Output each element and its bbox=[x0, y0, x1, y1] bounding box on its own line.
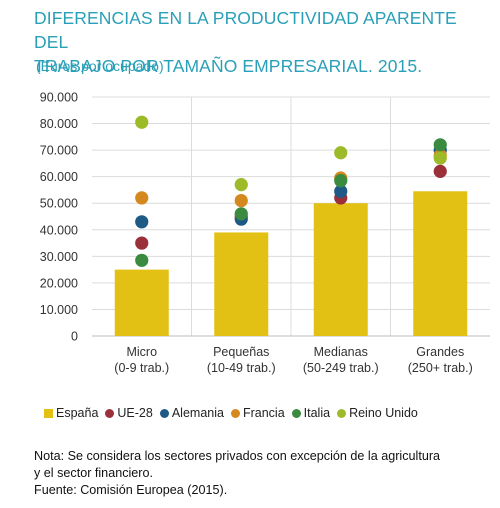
legend-label: Alemania bbox=[171, 406, 224, 420]
y-tick-label: 0 bbox=[71, 330, 78, 344]
y-tick-label: 10.000 bbox=[40, 303, 78, 317]
legend-item: Francia bbox=[230, 406, 285, 420]
bar-espana bbox=[214, 232, 269, 336]
legend-label: Francia bbox=[242, 406, 285, 420]
x-tick-label: Micro bbox=[126, 345, 157, 359]
source-line: Fuente: Comisión Europea (2015). bbox=[34, 483, 228, 497]
legend-swatch bbox=[44, 408, 53, 418]
x-tick-label: Medianas bbox=[314, 345, 368, 359]
y-tick-label: 30.000 bbox=[40, 250, 78, 264]
bar-espana bbox=[413, 191, 468, 336]
x-tick-label: (10-49 trab.) bbox=[207, 361, 276, 375]
point-italia bbox=[234, 207, 248, 221]
chart-title: DIFERENCIAS EN LA PRODUCTIVIDAD APARENTE… bbox=[34, 6, 496, 78]
y-tick-label: 40.000 bbox=[40, 223, 78, 237]
bar-espana bbox=[313, 203, 368, 336]
y-tick-label: 60.000 bbox=[40, 170, 78, 184]
legend-item: UE-28 bbox=[105, 406, 153, 420]
chart-notes: Nota: Se considera los sectores privados… bbox=[34, 448, 496, 499]
legend-swatch bbox=[105, 408, 115, 418]
y-axis: 0 10.000 20.000 30.000 40.000 50.000 60.000 70.… bbox=[40, 91, 78, 344]
x-tick-label: (250+ trab.) bbox=[408, 361, 473, 375]
point-reino-unido bbox=[234, 178, 248, 192]
point-ue-28 bbox=[135, 236, 149, 250]
bar-espana bbox=[114, 269, 169, 336]
y-tick-label: 20.000 bbox=[40, 276, 78, 290]
legend-label: Reino Unido bbox=[349, 406, 418, 420]
legend-item: Italia bbox=[291, 406, 331, 420]
legend-item: Reino Unido bbox=[337, 406, 418, 420]
productivity-chart: 0 10.000 20.000 30.000 40.000 50.000 60.000 70.… bbox=[40, 91, 490, 375]
point-reino-unido bbox=[135, 115, 149, 129]
point-italia bbox=[433, 138, 447, 152]
chart-title-line-1: DIFERENCIAS EN LA PRODUCTIVIDAD APARENTE… bbox=[34, 8, 457, 52]
chart-title-line-2: TRABAJO POR TAMAÑO EMPRESARIAL. 2015. bbox=[34, 56, 423, 76]
legend-swatch bbox=[291, 408, 301, 418]
y-tick-label: 50.000 bbox=[40, 197, 78, 211]
chart-subtitle: (Euros por ocupado) bbox=[36, 58, 164, 74]
country-points bbox=[135, 115, 447, 267]
point-alemania bbox=[334, 184, 348, 198]
point-reino-unido bbox=[334, 146, 348, 160]
point-francia bbox=[234, 193, 248, 208]
legend-item: España bbox=[44, 406, 98, 420]
point-italia bbox=[135, 253, 149, 267]
x-tick-label: (50-249 trab.) bbox=[303, 361, 379, 375]
note-line-2: y el sector financiero. bbox=[34, 466, 153, 480]
legend-swatch bbox=[159, 408, 169, 418]
legend-label: España bbox=[56, 406, 99, 420]
y-tick-label: 70.000 bbox=[40, 144, 78, 158]
x-tick-label: Pequeñas bbox=[213, 345, 269, 359]
chart-legend: España UE-28 Alemania Francia Italia Reino Un… bbox=[44, 404, 425, 422]
point-italia bbox=[334, 174, 348, 188]
y-tick-label: 90.000 bbox=[40, 91, 78, 105]
y-tick-label: 80.000 bbox=[40, 117, 78, 131]
x-tick-label: Grandes bbox=[416, 345, 464, 359]
point-alemania bbox=[135, 215, 149, 229]
point-francia bbox=[135, 191, 149, 205]
x-axis: Micro (0-9 trab.) Pequeñas (10-49 trab.) Med… bbox=[114, 345, 472, 375]
bars-espana bbox=[114, 191, 468, 336]
point-reino-unido bbox=[433, 151, 447, 165]
x-tick-label: (0-9 trab.) bbox=[114, 361, 169, 375]
legend-swatch bbox=[230, 408, 240, 418]
legend-label: Italia bbox=[303, 406, 331, 420]
note-line-1: Nota: Se considera los sectores privados… bbox=[34, 449, 441, 463]
point-ue-28 bbox=[433, 164, 447, 178]
legend-label: UE-28 bbox=[117, 406, 153, 420]
legend-item: Alemania bbox=[159, 406, 224, 420]
legend-swatch bbox=[337, 408, 347, 418]
